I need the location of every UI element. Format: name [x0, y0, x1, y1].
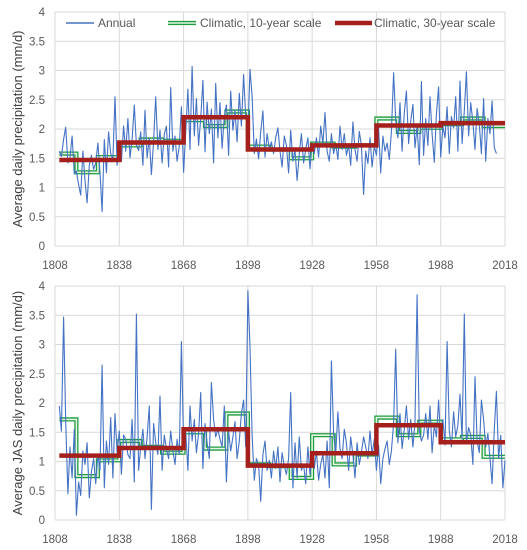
series-annual-line	[58, 65, 497, 213]
x-tick-label: 1838	[106, 260, 132, 272]
legend-annual-label: Annual	[98, 16, 135, 30]
x-tick-label: 1988	[428, 534, 454, 546]
y-tick-label: 2	[39, 398, 45, 410]
y-tick-label: 2	[39, 124, 45, 136]
x-tick-label: 1808	[42, 534, 68, 546]
y-tick-label: 3.5	[29, 310, 45, 322]
y-tick-label: 3	[39, 66, 45, 78]
x-tick-label: 1868	[171, 260, 197, 272]
x-tick-label: 1808	[42, 260, 68, 272]
bottom-chart-panel: 0 0.5 1 1.5 2 2.5 3 3.5 4 1808 1838 1868 1898 1928 195…	[10, 281, 518, 546]
x-tick-label: 1898	[235, 534, 261, 546]
y-tick-label: 2.5	[29, 369, 45, 381]
series-annual-line	[58, 290, 506, 516]
x-tick-label: 1958	[364, 534, 390, 546]
y-tick-label: 0.5	[29, 212, 45, 224]
x-tick-label: 1988	[428, 260, 454, 272]
y-tick-label: 0.5	[29, 486, 45, 498]
x-tick-label: 1838	[106, 534, 132, 546]
x-tick-label: 1868	[171, 534, 197, 546]
legend-30-year-label: Climatic, 30-year scale	[374, 16, 496, 30]
x-tick-label: 1898	[235, 260, 261, 272]
y-axis-label: Average daily precipitation (mm/d)	[10, 30, 25, 227]
y-tick-label: 1	[39, 183, 45, 195]
series-30-year-line	[59, 422, 505, 468]
series-30-year-line	[59, 115, 505, 163]
y-tick-label: 4	[39, 281, 46, 293]
x-tick-label: 1928	[299, 534, 325, 546]
y-tick-label: 1.5	[29, 153, 45, 165]
y-tick-label: 1	[39, 457, 45, 469]
x-tick-label: 2018	[492, 534, 518, 546]
y-tick-label: 3.5	[29, 36, 45, 48]
x-tick-label: 1928	[299, 260, 325, 272]
top-chart-panel: 0 0.5 1 1.5 2 2.5 3 3.5 4 1808 1838 1868 1898 1928 195…	[10, 7, 518, 272]
y-tick-label: 1.5	[29, 427, 45, 439]
y-axis-label: Average JAS daily precipitation (mm/d)	[10, 291, 25, 515]
y-tick-label: 4	[39, 7, 46, 19]
y-tick-label: 0	[39, 515, 45, 527]
x-tick-label: 1958	[364, 260, 390, 272]
y-tick-label: 3	[39, 340, 45, 352]
legend-10-year-label: Climatic, 10-year scale	[200, 16, 322, 30]
x-tick-label: 2018	[492, 260, 518, 272]
y-tick-label: 0	[39, 241, 45, 253]
y-tick-label: 2.5	[29, 95, 45, 107]
